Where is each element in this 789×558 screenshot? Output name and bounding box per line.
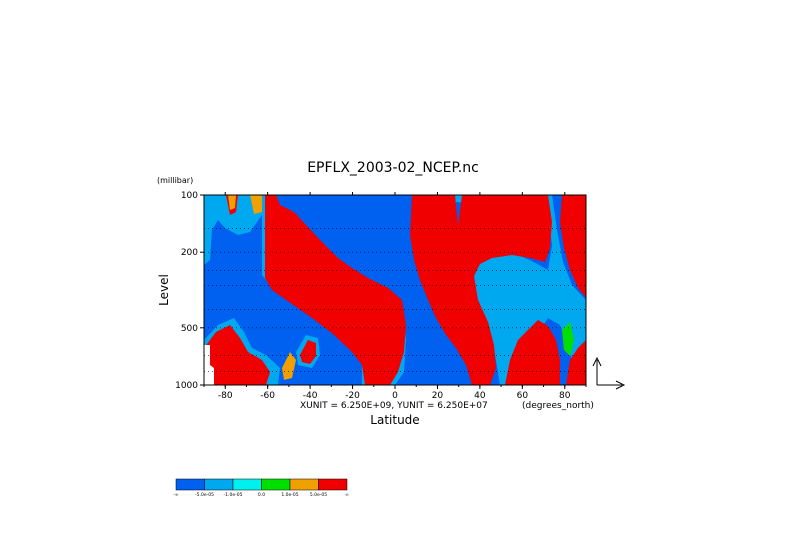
x-tick-label-8: 80	[559, 391, 571, 401]
region-red-midlat-south	[265, 195, 406, 385]
region-red-east-low	[566, 340, 586, 385]
colorbar-label-3: 0.0	[258, 492, 265, 498]
x-tick-label-7: 60	[517, 391, 529, 401]
region-orange-blob	[282, 352, 296, 380]
region-green-east	[562, 322, 574, 356]
vector-reference	[592, 356, 626, 390]
y-tick-label-3: 1000	[175, 381, 198, 391]
region-red-north-low	[505, 320, 560, 385]
colorbar-swatch-1	[204, 478, 234, 491]
region-red-tropics-north	[410, 195, 552, 385]
region-light-blue-north	[408, 195, 586, 385]
y-tick-label-0: 100	[181, 191, 198, 201]
region-light-blue-southpole	[204, 195, 262, 265]
colorbar-label-2: -1.0e-05	[224, 492, 243, 498]
unit-note: XUNIT = 6.250E+09, YUNIT = 6.250E+07	[300, 401, 488, 411]
colorbar-label-4: 1.0e-05	[281, 492, 298, 498]
plot-area	[204, 195, 586, 385]
x-tick-label-1: -60	[260, 391, 275, 401]
colorbar-swatch-4	[289, 478, 319, 491]
region-red-blob-a	[300, 340, 316, 364]
colorbar-swatch-2	[232, 478, 262, 491]
x-tick-label-2: -40	[303, 391, 318, 401]
x-axis: -80 -60 -40 -20 0 20 40 60 80	[203, 192, 587, 401]
region-orange-top2	[228, 195, 236, 210]
x-tick-label-5: 20	[432, 391, 444, 401]
colorbar-label-6: ∞	[345, 493, 349, 498]
y-units-label: (millibar)	[157, 176, 193, 185]
region-red-polar-north	[560, 195, 586, 298]
x-units-label: (degrees_north)	[522, 401, 594, 411]
x-tick-label-3: -20	[345, 391, 360, 401]
colorbar-label-1: -5.0e-05	[195, 492, 214, 498]
region-missing-data	[204, 345, 214, 385]
region-red-lowwest	[204, 325, 270, 385]
x-tick-label-6: 40	[474, 391, 486, 401]
y-axis-title: Level	[157, 274, 171, 306]
colorbar: -∞ -5.0e-05 -1.0e-05 0.0 1.0e-05 5.0e-05 ∞	[173, 478, 349, 498]
region-orange-top	[250, 195, 262, 214]
x-axis-title: Latitude	[370, 413, 419, 427]
colorbar-swatch-3	[261, 478, 291, 491]
y-tick-label-1: 200	[181, 248, 198, 258]
x-tick-label-4: 0	[392, 391, 398, 401]
x-tick-label-0: -80	[218, 391, 233, 401]
y-axis: 100 200 500 1000	[175, 191, 204, 391]
colorbar-swatch-5	[318, 478, 348, 491]
colorbar-label-5: 5.0e-05	[310, 492, 327, 498]
colorbar-label-0: -∞	[173, 493, 179, 498]
chart-title: EPFLX_2003-02_NCEP.nc	[307, 160, 479, 176]
y-tick-label-2: 500	[181, 324, 198, 334]
colorbar-swatch-0	[175, 478, 205, 491]
